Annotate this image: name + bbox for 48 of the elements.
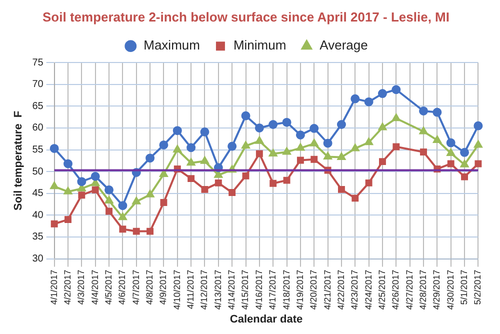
y-tick-label: 60 xyxy=(32,122,44,134)
x-tick-label: 4/30/2017 xyxy=(445,270,456,310)
y-tick-label: 45 xyxy=(32,188,44,200)
x-tick-label: 4/19/2017 xyxy=(294,270,305,310)
x-tick-label: 4/27/2017 xyxy=(404,270,414,310)
x-tick-label: 4/17/2017 xyxy=(268,270,278,310)
legend-label: Minimum xyxy=(233,38,286,53)
x-tick-label: 4/14/2017 xyxy=(226,270,237,310)
y-axis-title: Soil temperature F xyxy=(12,110,25,210)
y-tick-label: 75 xyxy=(32,57,44,68)
x-tick-label: 5/1/2017 xyxy=(459,270,470,305)
legend-label: Average xyxy=(320,38,368,53)
x-tick-label: 4/21/2017 xyxy=(322,270,332,310)
y-tick-label: 70 xyxy=(32,79,44,90)
x-tick-label: 4/9/2017 xyxy=(158,270,168,305)
y-tick-label: 55 xyxy=(32,144,44,156)
x-tick-label: 4/18/2017 xyxy=(281,270,292,310)
x-tick-label: 4/15/2017 xyxy=(240,270,250,310)
y-tick-label: 40 xyxy=(32,210,44,221)
x-tick-label: 4/23/2017 xyxy=(350,270,360,310)
x-tick-label: 4/2/2017 xyxy=(62,270,72,305)
x-tick-label: 4/12/2017 xyxy=(199,270,210,310)
x-tick-label: 4/10/2017 xyxy=(172,270,182,310)
x-tick-label: 4/28/2017 xyxy=(418,270,428,310)
x-tick-label: 4/25/2017 xyxy=(376,270,387,310)
x-tick-label: 4/29/2017 xyxy=(432,270,442,310)
x-tick-label: 4/11/2017 xyxy=(186,270,196,310)
x-tick-label: 4/7/2017 xyxy=(130,270,141,305)
x-tick-label: 4/20/2017 xyxy=(308,270,319,310)
x-tick-label: 4/22/2017 xyxy=(336,270,346,310)
x-tick-label: 4/1/2017 xyxy=(48,270,59,305)
y-tick-label: 35 xyxy=(32,232,44,243)
x-tick-label: 4/6/2017 xyxy=(117,270,128,305)
x-tick-label: 4/3/2017 xyxy=(76,270,86,305)
x-tick-label: 4/24/2017 xyxy=(363,270,374,310)
x-tick-label: 4/16/2017 xyxy=(254,270,264,310)
y-tick-label: 65 xyxy=(32,100,44,112)
chart-title: Soil temperature 2-inch below surface since April 2017 - Leslie, MI xyxy=(42,9,450,24)
x-axis-title: Calendar date xyxy=(230,313,303,326)
y-tick-label: 30 xyxy=(32,254,44,265)
x-tick-label: 4/13/2017 xyxy=(212,270,223,310)
y-tick-label: 50 xyxy=(32,166,44,178)
x-tick-label: 4/26/2017 xyxy=(390,270,401,310)
x-tick-label: 4/4/2017 xyxy=(90,270,100,305)
x-tick-label: 4/8/2017 xyxy=(144,270,155,305)
x-tick-label: 5/2/2017 xyxy=(472,270,483,305)
x-tick-label: 4/5/2017 xyxy=(104,270,114,305)
legend-label: Maximum xyxy=(144,38,200,53)
